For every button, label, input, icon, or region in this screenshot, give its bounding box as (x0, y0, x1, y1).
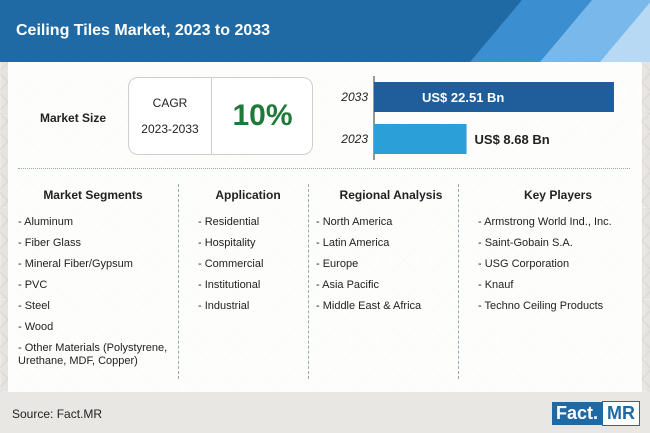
region-item: - Asia Pacific (316, 279, 379, 291)
market-segment-item: - Steel (18, 300, 50, 312)
column-divider (458, 184, 459, 379)
region-item: - North America (316, 216, 393, 228)
application-column: Application - Residential - Hospitality - … (198, 176, 298, 386)
factmr-logo: Fact. MR (551, 400, 640, 426)
application-item: - Residential (198, 216, 260, 228)
cagr-divider (211, 78, 212, 154)
cagr-label: CAGR (152, 96, 188, 110)
cagr-box: CAGR 2023-2033 10% (128, 77, 313, 155)
bar-value-label: US$ 22.51 Bn (422, 90, 504, 105)
logo-left: Fact. (551, 401, 602, 425)
key-player-item: - Techno Ceiling Products (478, 300, 604, 312)
market-size-label: Market Size (40, 111, 107, 125)
key-players-column: Key Players - Armstrong World Ind., Inc.… (478, 176, 638, 386)
market-segments-column: Market Segments - Aluminum - Fiber Glass -… (18, 176, 168, 386)
regional-column: Regional Analysis - North America - Latin… (316, 176, 466, 386)
regional-list: - North America - Latin America - Europe - … (316, 216, 466, 313)
market-segment-item: - Fiber Glass (18, 237, 81, 249)
application-item: - Institutional (198, 279, 261, 291)
cagr-years: 2023-2033 (141, 122, 199, 136)
key-players-list: - Armstrong World Ind., Inc. - Saint-Goba… (478, 216, 638, 313)
bar-2033 (374, 82, 614, 112)
bar-category-label: 2033 (340, 90, 368, 104)
market-value-bar-chart: 2033 US$ 22.51 Bn 2023 US$ 8.68 Bn (340, 76, 614, 160)
segments-area: Market Segments - Aluminum - Fiber Glass -… (8, 176, 642, 386)
application-item: - Industrial (198, 300, 250, 312)
region-item: - Latin America (316, 237, 390, 249)
key-player-item: - Armstrong World Ind., Inc. (478, 216, 612, 228)
key-player-item: - Saint-Gobain S.A. (478, 237, 573, 249)
bar-2023 (374, 124, 467, 154)
source-note: Source: Fact.MR (12, 407, 103, 421)
market-segments-list: - Aluminum - Fiber Glass - Mineral Fiber/G… (18, 216, 168, 368)
logo-right: MR (602, 400, 640, 426)
market-segments-heading: Market Segments (43, 188, 143, 202)
cagr-value: 10% (232, 99, 293, 132)
header-banner: Ceiling Tiles Market, 2023 to 2033 (0, 0, 650, 62)
application-heading: Application (215, 188, 281, 202)
key-player-item: - USG Corporation (478, 258, 570, 270)
application-item: - Hospitality (198, 237, 256, 249)
market-segment-item: - Aluminum (18, 216, 74, 228)
application-list: - Residential - Hospitality - Commercial - … (198, 216, 298, 313)
page-title: Ceiling Tiles Market, 2023 to 2033 (16, 22, 271, 39)
market-segment-item: - Other Materials (Polystyrene, Urethane… (18, 342, 168, 367)
bar-value-label: US$ 8.68 Bn (475, 132, 550, 147)
key-players-heading: Key Players (523, 188, 593, 202)
market-segment-item: - PVC (18, 279, 48, 291)
market-segment-item: - Wood (18, 321, 54, 333)
column-divider (178, 184, 179, 379)
region-item: - Middle East & Africa (316, 300, 422, 312)
application-item: - Commercial (198, 258, 264, 270)
market-segment-item: - Mineral Fiber/Gypsum (18, 258, 133, 270)
key-player-item: - Knauf (478, 279, 514, 291)
column-divider (308, 184, 309, 379)
content-panel (8, 62, 642, 392)
section-divider (18, 168, 630, 169)
region-item: - Europe (316, 258, 359, 270)
regional-heading: Regional Analysis (339, 188, 443, 202)
bar-category-label: 2023 (340, 132, 368, 146)
